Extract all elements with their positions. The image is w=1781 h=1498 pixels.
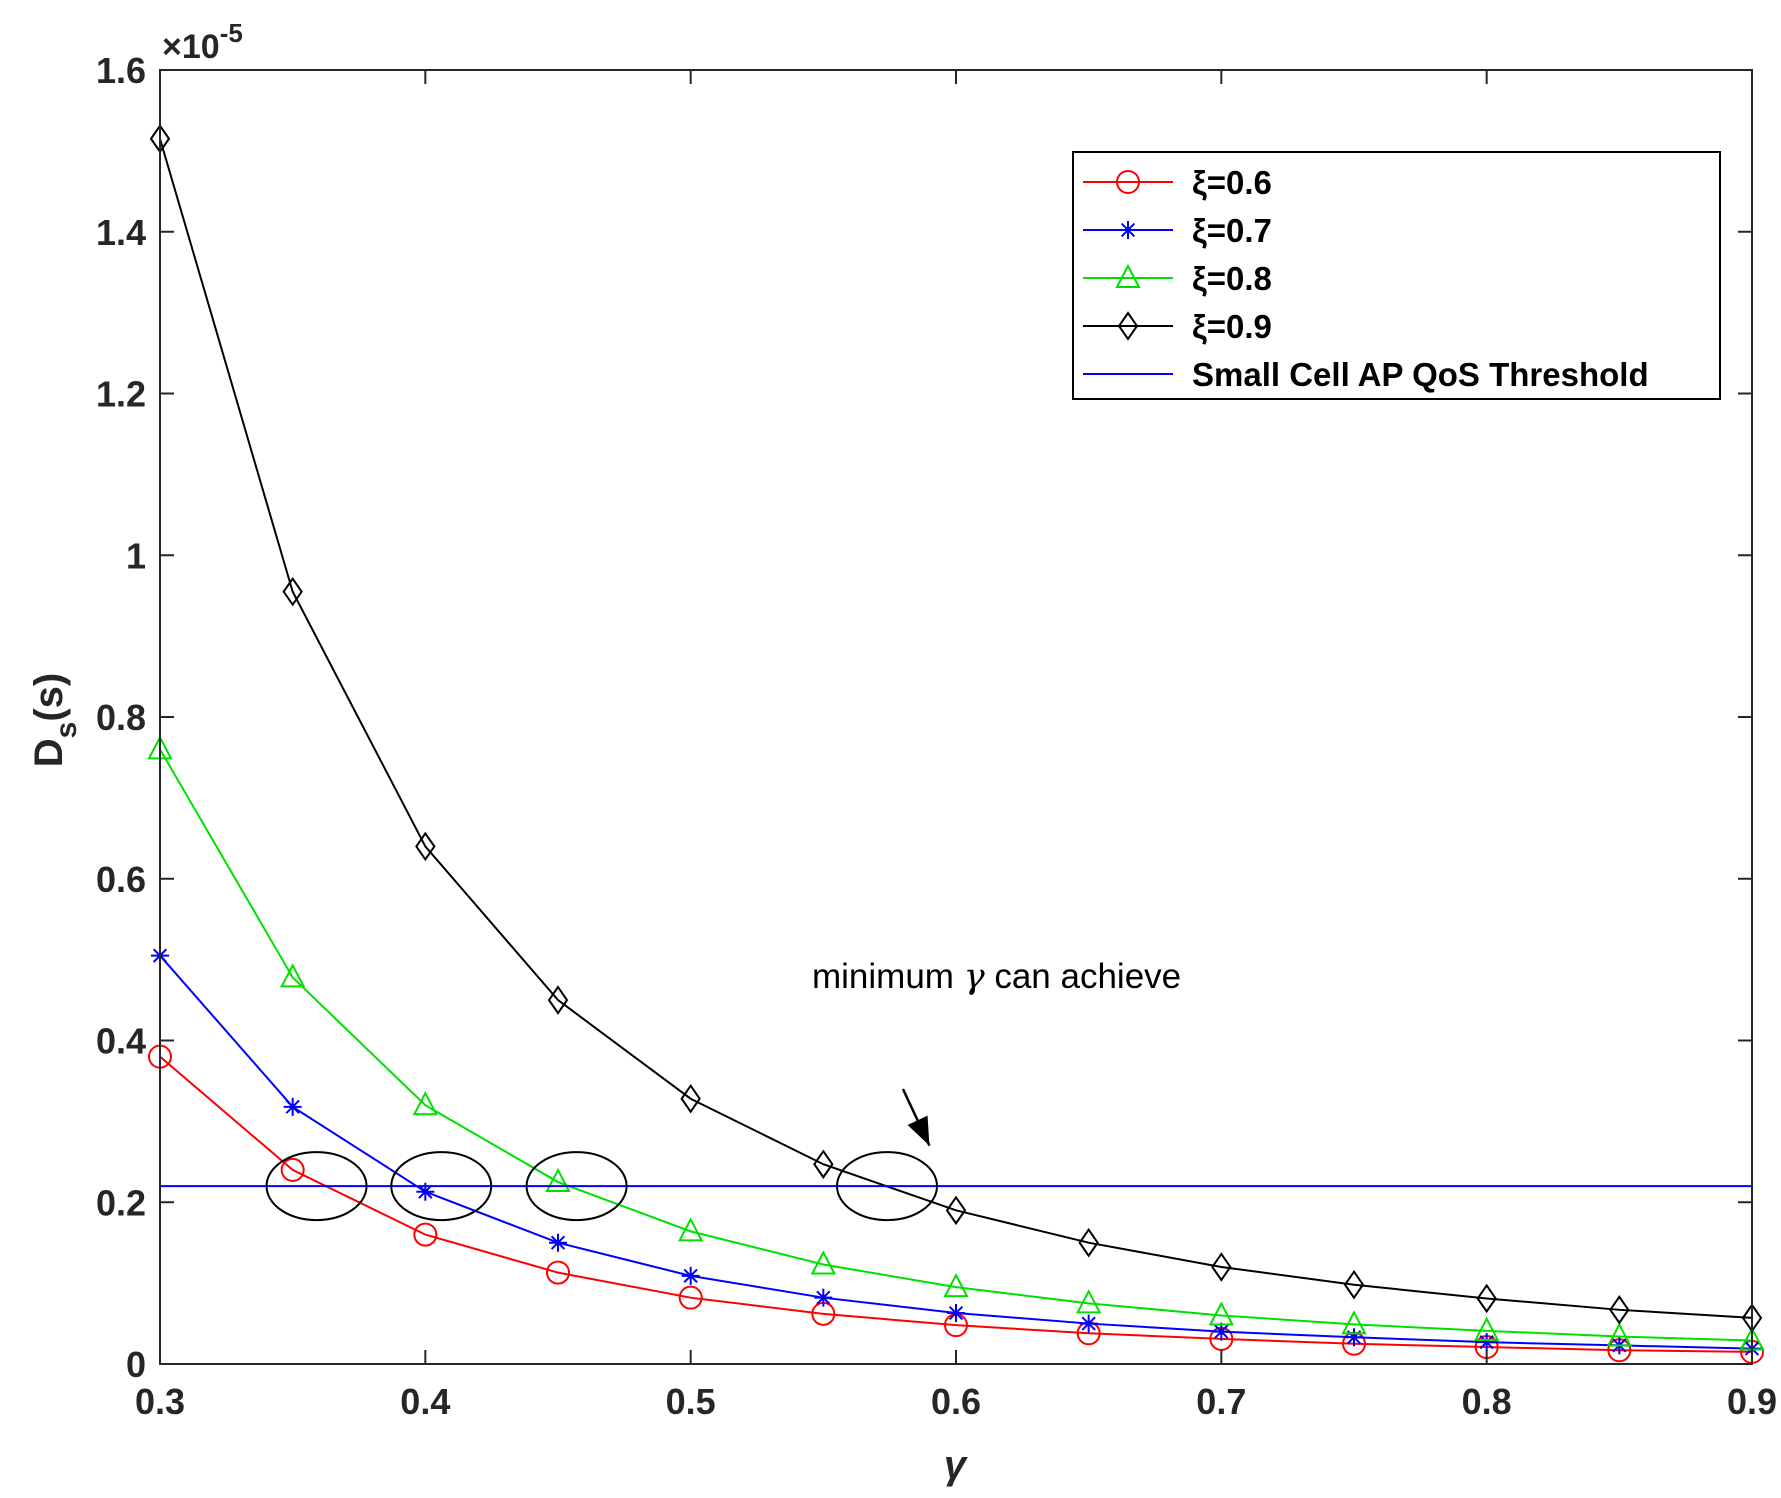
y-axis-label-sub: s <box>50 722 83 739</box>
y-axis-exponent: ×10-5 <box>162 18 243 66</box>
data-point-3-10 <box>1476 1283 1497 1314</box>
legend-item-1: ξ=0.7 <box>1083 212 1272 249</box>
data-point-1-5 <box>814 1288 833 1307</box>
data-point-3-3 <box>547 985 569 1015</box>
data-point-2-3 <box>545 1167 571 1193</box>
legend-label-0: ξ=0.6 <box>1192 164 1272 201</box>
legend-marker-0 <box>1116 170 1140 194</box>
y-tick-label-2: 0.4 <box>96 1021 146 1062</box>
data-point-3-4 <box>680 1083 701 1114</box>
series-line-2 <box>159 748 1753 1342</box>
y-tick-label-1: 0.2 <box>96 1182 146 1223</box>
data-point-1-3 <box>549 1233 567 1252</box>
y-tick-label-7: 1.4 <box>96 212 146 253</box>
legend-label-3: ξ=0.9 <box>1192 308 1272 345</box>
data-point-0-2 <box>413 1222 438 1247</box>
highlight-ellipse-2 <box>525 1151 628 1222</box>
y-tick-label-6: 1.2 <box>96 374 146 415</box>
data-point-1-7 <box>1079 1314 1098 1333</box>
ellipse-layer <box>265 1151 939 1222</box>
legend: ξ=0.6 ξ=0.7 ξ=0.8 ξ=0.9 Small Cell AP QoS Th… <box>1072 151 1721 400</box>
data-point-3-9 <box>1343 1269 1365 1300</box>
y-axis-label: Ds(s) <box>27 673 83 767</box>
highlight-ellipse-0 <box>265 1151 368 1222</box>
data-point-3-6 <box>945 1195 967 1226</box>
annotation-text: minimum γ can achieve <box>812 957 1181 997</box>
legend-label-1: ξ=0.7 <box>1192 212 1272 249</box>
y-tick-label-0: 0 <box>126 1344 146 1385</box>
x-tick-label-5: 0.8 <box>1462 1381 1512 1422</box>
svg-text:Ds(s): Ds(s) <box>27 673 83 767</box>
data-point-1-8 <box>1212 1322 1231 1341</box>
data-point-2-11 <box>1606 1322 1632 1347</box>
data-point-0-3 <box>546 1260 570 1285</box>
data-point-1-4 <box>681 1266 700 1285</box>
data-point-1-6 <box>947 1304 965 1323</box>
data-point-3-8 <box>1211 1252 1232 1282</box>
data-point-1-1 <box>283 1097 302 1116</box>
data-point-2-8 <box>1208 1301 1234 1326</box>
legend-item-0: ξ=0.6 <box>1083 164 1272 201</box>
legend-item-3: ξ=0.9 <box>1083 308 1272 345</box>
legend-marker-1 <box>1119 221 1137 239</box>
data-point-0-4 <box>678 1285 703 1310</box>
x-axis-label: γ <box>944 1443 969 1487</box>
x-tick-label-1: 0.4 <box>400 1381 450 1422</box>
legend-item-4: Small Cell AP QoS Threshold <box>1083 356 1649 393</box>
data-point-1-10 <box>1477 1333 1496 1352</box>
series-3 <box>149 123 1763 1333</box>
y-axis-label-main: D <box>27 738 71 767</box>
data-point-2-6 <box>943 1273 969 1298</box>
ticks-layer: 0.3 0.4 0.5 0.6 0.7 0.8 0.9 0 0.2 0.4 0.6 0.8 1 1.2 1.… <box>96 50 1777 1422</box>
x-tick-label-3: 0.6 <box>931 1381 981 1422</box>
data-point-2-9 <box>1341 1310 1367 1335</box>
series-line-3 <box>159 138 1753 1319</box>
data-point-3-1 <box>282 576 303 607</box>
legend-marker-3 <box>1117 311 1139 341</box>
y-tick-label-4: 0.8 <box>96 697 146 738</box>
y-tick-label-8: 1.6 <box>96 50 146 91</box>
data-point-1-2 <box>416 1182 435 1201</box>
y-tick-label-5: 1 <box>126 535 146 576</box>
data-point-2-2 <box>412 1091 438 1116</box>
data-point-3-7 <box>1078 1227 1099 1258</box>
annotation-arrow-head <box>907 1115 930 1146</box>
data-point-3-2 <box>415 831 436 862</box>
x-tick-label-2: 0.5 <box>666 1381 716 1422</box>
y-tick-label-3: 0.6 <box>96 859 146 900</box>
legend-marker-2 <box>1115 263 1141 288</box>
legend-box <box>1072 151 1721 400</box>
data-point-3-11 <box>1609 1295 1630 1325</box>
data-point-2-5 <box>810 1250 836 1275</box>
legend-label-2: ξ=0.8 <box>1192 260 1272 297</box>
data-point-0-1 <box>280 1157 305 1182</box>
data-point-2-10 <box>1474 1316 1500 1341</box>
data-point-2-7 <box>1076 1289 1102 1314</box>
data-point-3-5 <box>813 1149 834 1179</box>
highlight-ellipse-1 <box>390 1151 493 1222</box>
data-point-1-9 <box>1345 1328 1363 1347</box>
x-tick-label-4: 0.7 <box>1196 1381 1246 1422</box>
y-axis-label-tail: (s) <box>27 673 71 722</box>
data-point-2-4 <box>678 1217 704 1242</box>
x-tick-label-0: 0.3 <box>135 1381 185 1422</box>
legend-item-2: ξ=0.8 <box>1083 260 1272 297</box>
x-tick-label-6: 0.9 <box>1727 1381 1777 1422</box>
legend-label-4: Small Cell AP QoS Threshold <box>1192 356 1649 393</box>
annotation-arrow <box>901 1088 931 1147</box>
highlight-ellipse-3 <box>836 1151 939 1222</box>
data-point-2-1 <box>280 963 306 988</box>
